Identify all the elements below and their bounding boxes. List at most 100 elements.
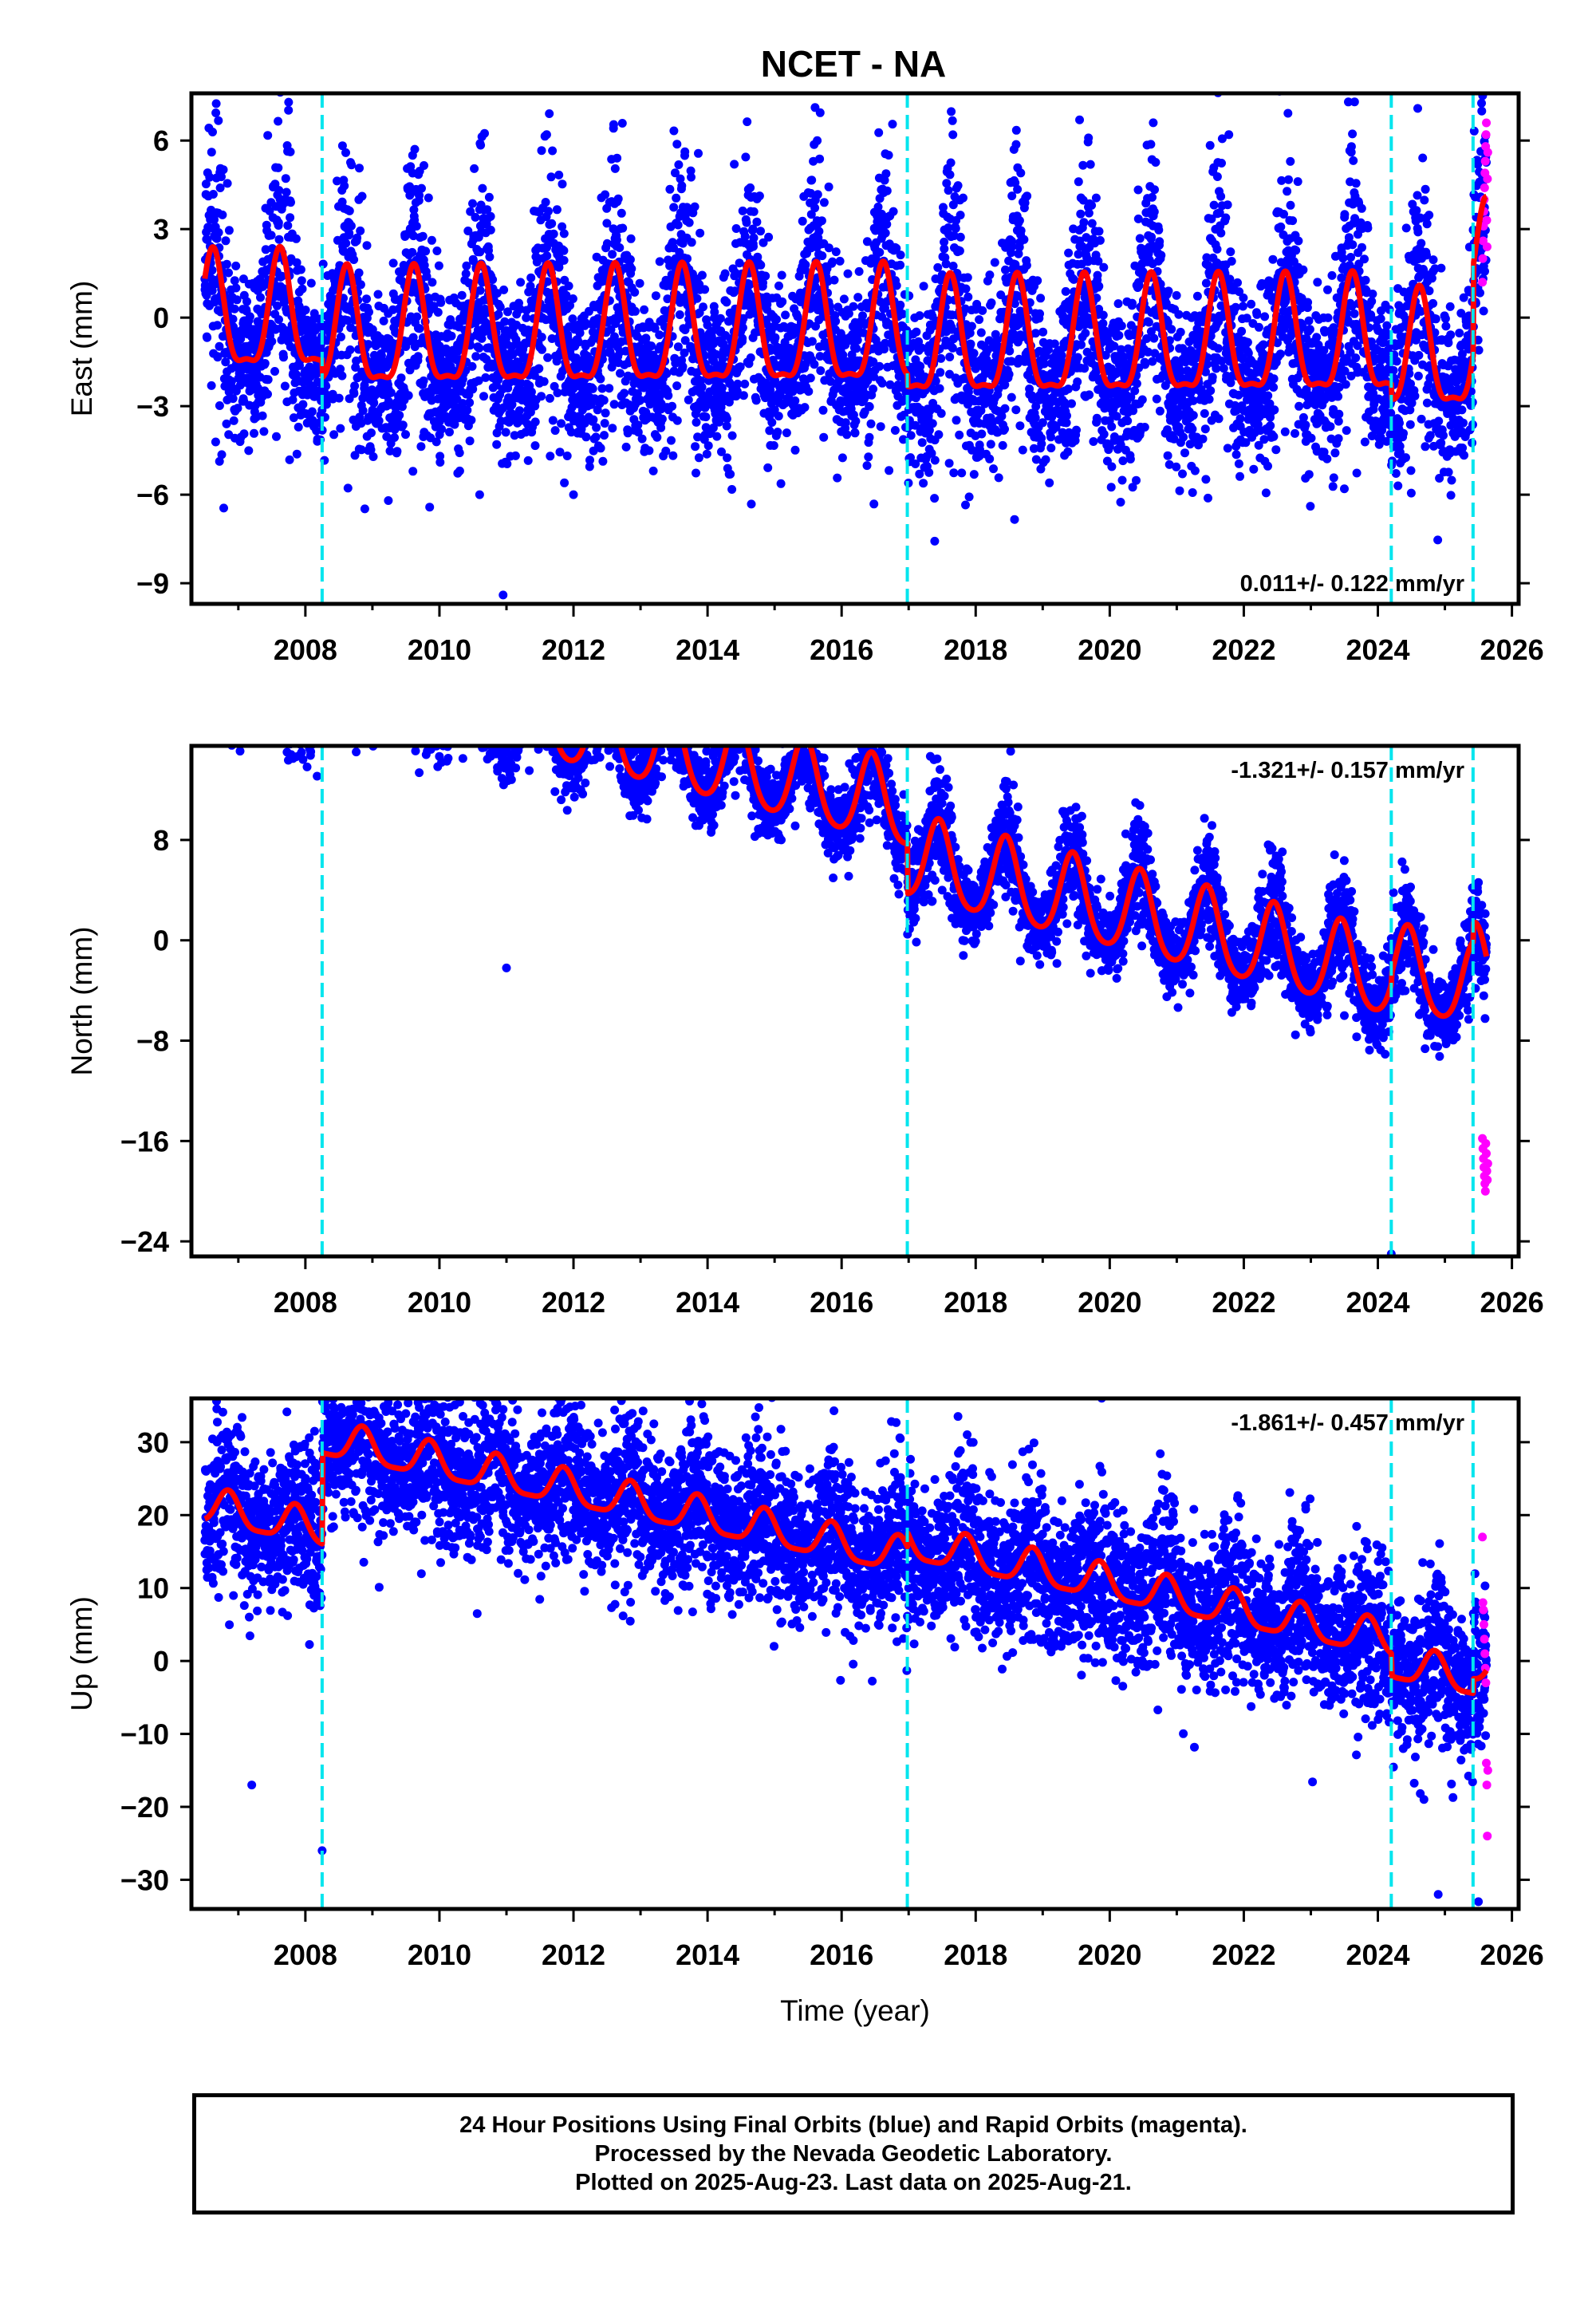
final-orbit-point — [1172, 462, 1181, 471]
final-orbit-point — [273, 301, 282, 310]
final-orbit-point — [478, 183, 487, 193]
final-orbit-point — [877, 378, 887, 388]
final-orbit-point — [833, 473, 842, 483]
final-orbit-point — [985, 454, 995, 463]
final-orbit-point — [417, 183, 426, 193]
final-orbit-point — [843, 269, 853, 278]
final-orbit-point — [424, 193, 433, 203]
final-orbit-point — [1010, 515, 1019, 524]
final-orbit-point — [764, 232, 774, 242]
final-orbit-point — [336, 424, 345, 433]
final-orbit-point — [227, 377, 236, 386]
final-orbit-point — [1095, 235, 1105, 245]
final-orbit-point — [717, 447, 726, 456]
final-orbit-point — [557, 419, 566, 428]
final-orbit-point — [298, 284, 307, 294]
final-orbit-point — [219, 165, 228, 175]
final-orbit-point — [600, 419, 609, 428]
final-orbit-point — [274, 186, 284, 195]
final-orbit-point — [756, 260, 766, 270]
final-orbit-point — [207, 148, 216, 157]
final-orbit-point — [351, 363, 361, 372]
final-orbit-point — [292, 449, 301, 459]
final-orbit-point — [548, 146, 558, 156]
final-orbit-point — [859, 328, 869, 337]
final-orbit-point — [762, 315, 771, 325]
final-orbit-point — [700, 285, 710, 294]
final-orbit-point — [835, 256, 845, 266]
final-orbit-point — [588, 384, 597, 393]
final-orbit-point — [307, 407, 317, 416]
final-orbit-point — [362, 241, 372, 250]
final-orbit-point — [739, 314, 748, 323]
final-orbit-point — [495, 302, 505, 312]
final-orbit-point — [696, 228, 705, 238]
final-orbit-point — [1116, 498, 1125, 507]
final-orbit-point — [989, 464, 998, 474]
final-orbit-point — [537, 333, 546, 342]
final-orbit-point — [274, 163, 283, 172]
final-orbit-point — [964, 292, 973, 302]
final-orbit-point — [730, 160, 739, 169]
final-orbit-point — [589, 415, 598, 424]
final-orbit-point — [616, 369, 625, 378]
final-orbit-point — [1086, 160, 1095, 169]
final-orbit-point — [286, 198, 295, 207]
final-orbit-point — [816, 366, 826, 376]
final-orbit-point — [745, 280, 755, 290]
final-orbit-point — [360, 504, 369, 514]
final-orbit-point — [866, 419, 876, 428]
final-orbit-point — [759, 238, 768, 247]
final-orbit-point — [468, 199, 477, 208]
final-orbit-point — [494, 310, 503, 319]
final-orbit-point — [549, 229, 558, 239]
final-orbit-point — [873, 202, 883, 211]
final-orbit-point — [763, 463, 773, 472]
final-orbit-point — [281, 174, 290, 183]
final-orbit-point — [467, 361, 477, 371]
final-orbit-point — [1079, 218, 1089, 227]
final-orbit-point — [801, 260, 810, 270]
final-orbit-point — [601, 408, 610, 418]
final-orbit-point — [277, 271, 286, 281]
final-orbit-point — [896, 260, 905, 270]
final-orbit-point — [267, 337, 277, 346]
final-orbit-point — [936, 353, 946, 363]
final-orbit-point — [655, 330, 664, 340]
final-orbit-point — [1209, 200, 1219, 210]
final-orbit-point — [265, 206, 274, 215]
final-orbit-point — [1117, 321, 1126, 330]
final-orbit-point — [890, 426, 900, 435]
final-orbit-point — [1192, 291, 1202, 301]
final-orbit-point — [948, 116, 957, 125]
final-orbit-point — [955, 246, 964, 255]
final-orbit-point — [830, 275, 839, 285]
final-orbit-point — [858, 311, 867, 321]
final-orbit-point — [1033, 276, 1042, 286]
final-orbit-point — [463, 405, 472, 415]
final-orbit-point — [510, 431, 519, 440]
final-orbit-point — [526, 273, 536, 282]
final-orbit-point — [1188, 488, 1197, 497]
final-orbit-point — [1064, 248, 1074, 258]
final-orbit-point — [919, 282, 928, 291]
final-orbit-point — [709, 357, 719, 366]
final-orbit-point — [1134, 281, 1144, 290]
final-orbit-point — [1151, 158, 1161, 167]
final-orbit-point — [927, 448, 936, 458]
final-orbit-point — [415, 191, 424, 200]
final-orbit-point — [1128, 298, 1137, 308]
final-orbit-point — [869, 385, 878, 394]
final-orbit-point — [548, 416, 558, 425]
final-orbit-point — [774, 281, 783, 290]
final-orbit-point — [1016, 226, 1026, 235]
final-orbit-point — [677, 181, 687, 191]
final-orbit-point — [499, 285, 509, 294]
final-orbit-point — [1057, 350, 1066, 360]
final-orbit-point — [701, 412, 711, 422]
final-orbit-point — [1208, 373, 1217, 382]
final-orbit-point — [1087, 219, 1097, 228]
final-orbit-point — [599, 396, 609, 405]
final-orbit-point — [289, 413, 298, 423]
final-orbit-point — [788, 387, 798, 396]
